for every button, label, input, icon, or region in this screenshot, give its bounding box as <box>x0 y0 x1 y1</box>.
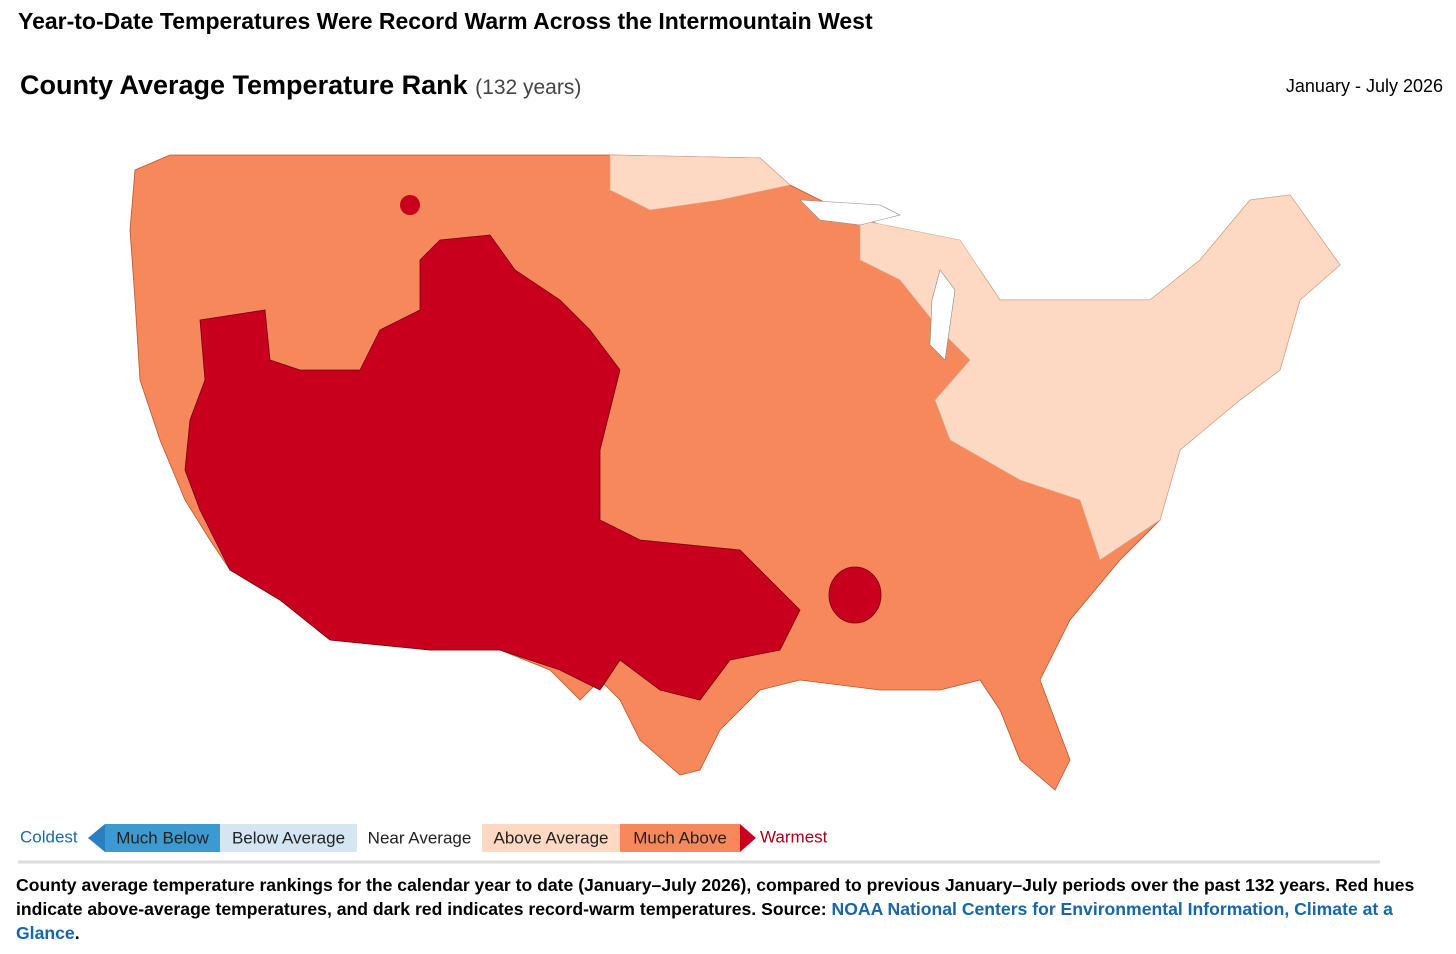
legend-label: Near Average <box>368 828 472 847</box>
map-title-text: County Average Temperature Rank <box>20 70 468 100</box>
caption-end: . <box>74 923 80 943</box>
legend-label: Much Above <box>633 828 727 847</box>
legend-arrow <box>740 824 756 852</box>
legend-label: Below Average <box>232 828 345 847</box>
legend-arrow <box>88 824 105 852</box>
legend: Coldest Much Below Below Average Near Avera… <box>20 824 828 852</box>
map-subtitle: (132 years) <box>475 76 582 99</box>
legend-right-end: Warmest <box>760 827 828 846</box>
legend-swatch <box>105 824 220 852</box>
map-period: January - July 2026 <box>1285 76 1443 96</box>
legend-left-end: Coldest <box>20 827 78 846</box>
legend-swatch <box>620 824 740 852</box>
region-record-warm <box>184 234 801 701</box>
caption-text: County average temperature rankings for … <box>16 875 1415 919</box>
page-title: Year-to-Date Temperatures Were Record Wa… <box>18 8 873 34</box>
caption: County average temperature rankings for … <box>16 873 1448 945</box>
region-record-warm <box>400 195 420 215</box>
region-above-average <box>859 194 1341 561</box>
lake <box>929 269 956 361</box>
region-record-warm <box>828 566 882 624</box>
region-above-average <box>609 154 791 211</box>
legend-label: Much Below <box>116 828 209 847</box>
legend-swatch <box>482 824 620 852</box>
legend-label: Above Average <box>494 828 609 847</box>
lake <box>799 199 901 226</box>
map-title: County Average Temperature Rank (132 yea… <box>20 70 581 101</box>
legend-swatch <box>357 824 482 852</box>
legend-swatch <box>220 824 357 852</box>
caption-link[interactable]: NOAA National Centers for Environmental … <box>16 899 1393 943</box>
map: Coldest Much Below Below Average Near Avera… <box>18 154 1380 864</box>
